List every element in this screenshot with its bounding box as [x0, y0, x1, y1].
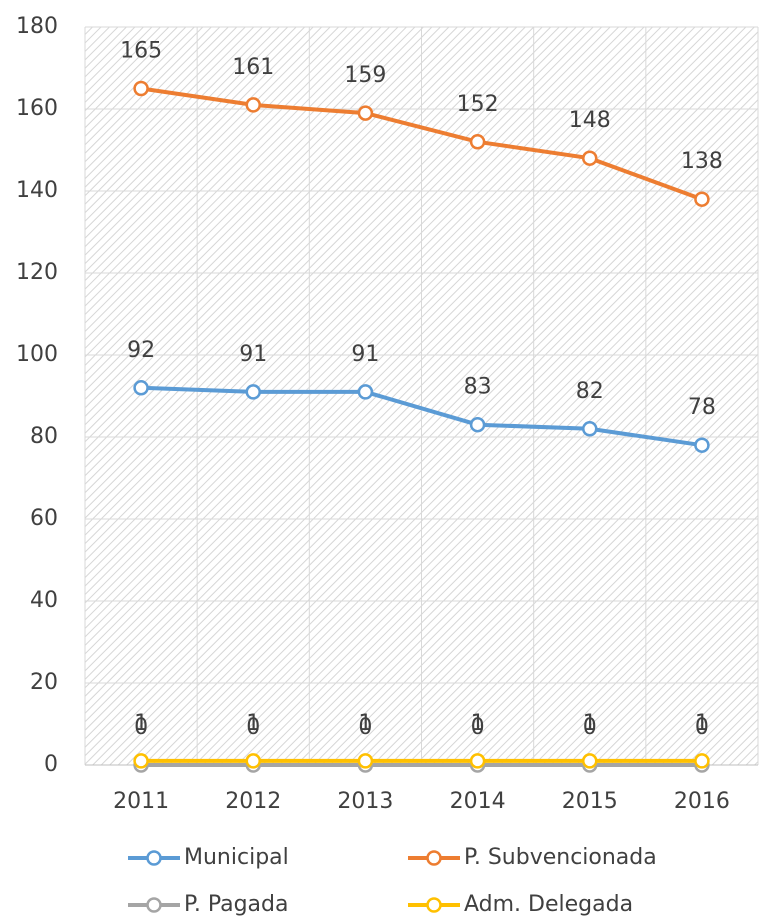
- y-tick-label: 40: [30, 588, 58, 613]
- y-tick-label: 60: [30, 506, 58, 531]
- data-label: 0: [583, 715, 597, 740]
- data-label: 82: [576, 379, 604, 404]
- data-label: 1: [134, 711, 148, 736]
- x-tick-label: 2014: [450, 789, 506, 814]
- series-line: [141, 385, 703, 448]
- data-point: [357, 105, 374, 121]
- y-tick-label: 180: [16, 14, 58, 39]
- data-label: 0: [134, 715, 148, 740]
- data-point: [133, 380, 149, 396]
- y-tick-label: 160: [16, 96, 58, 121]
- data-label: 1: [471, 711, 485, 736]
- data-label: 83: [464, 375, 492, 400]
- data-point: [469, 416, 486, 433]
- data-point: [357, 384, 374, 400]
- data-point: [582, 421, 598, 437]
- x-tick-label: 2015: [562, 789, 618, 814]
- legend-label: P. Subvencionada: [464, 845, 657, 870]
- data-point: [245, 97, 261, 113]
- legend-marker: [426, 897, 442, 913]
- x-tick-label: 2012: [225, 789, 281, 814]
- data-point: [694, 753, 710, 769]
- data-point: [469, 753, 486, 769]
- data-point: [582, 150, 598, 166]
- y-tick-label: 140: [16, 178, 58, 203]
- y-tick-label: 0: [44, 752, 58, 777]
- x-tick-label: 2011: [113, 789, 169, 814]
- data-point: [357, 753, 374, 769]
- data-point: [694, 437, 710, 453]
- y-tick-label: 100: [16, 342, 58, 367]
- data-label: 1: [246, 711, 260, 736]
- data-label: 138: [681, 149, 723, 174]
- data-point: [469, 134, 486, 150]
- legend-label: Municipal: [184, 845, 289, 870]
- data-point: [133, 80, 149, 97]
- legend-label: P. Pagada: [184, 892, 288, 917]
- legend-marker: [146, 850, 162, 866]
- data-label: 0: [471, 715, 485, 740]
- data-label: 1: [358, 711, 372, 736]
- y-tick-label: 20: [30, 670, 58, 695]
- data-label: 1: [695, 711, 709, 736]
- data-label: 159: [344, 63, 386, 88]
- y-tick-label: 80: [30, 424, 58, 449]
- data-point: [245, 753, 261, 769]
- y-tick-label: 120: [16, 260, 58, 285]
- legend-marker: [426, 850, 442, 866]
- data-label: 0: [695, 715, 709, 740]
- series-line: [140, 86, 703, 202]
- legend-marker: [146, 897, 162, 913]
- data-label: 92: [127, 338, 155, 363]
- data-label: 152: [457, 92, 499, 117]
- data-label: 0: [246, 715, 260, 740]
- data-point: [694, 191, 710, 207]
- data-label: 78: [688, 395, 716, 420]
- legend-label: Adm. Delegada: [464, 892, 633, 917]
- data-point: [133, 753, 149, 769]
- data-label: 91: [351, 342, 379, 367]
- data-label: 1: [583, 711, 597, 736]
- data-point: [582, 753, 598, 769]
- data-point: [245, 384, 261, 400]
- data-label: 0: [358, 715, 372, 740]
- data-label: 161: [232, 55, 274, 80]
- x-tick-label: 2013: [337, 789, 393, 814]
- data-label: 165: [120, 39, 162, 64]
- data-label: 148: [569, 108, 611, 133]
- data-label: 91: [239, 342, 267, 367]
- x-tick-label: 2016: [674, 789, 730, 814]
